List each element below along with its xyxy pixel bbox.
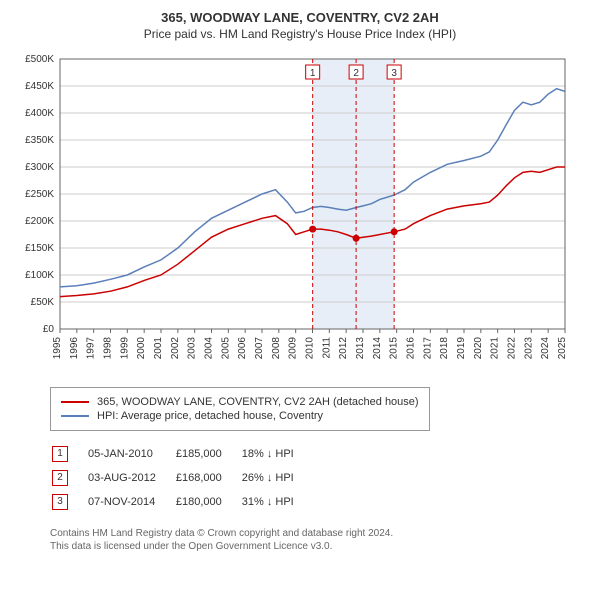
svg-text:2001: 2001 (153, 337, 164, 360)
legend-label: HPI: Average price, detached house, Cove… (97, 410, 323, 422)
legend-swatch (61, 401, 89, 403)
svg-text:2000: 2000 (136, 337, 147, 360)
sale-marker-icon: 3 (52, 494, 68, 510)
sales-row: 2 03-AUG-2012£168,00026% ↓ HPI (52, 467, 312, 489)
svg-text:2014: 2014 (372, 337, 383, 360)
sale-date: 07-NOV-2014 (88, 491, 174, 513)
svg-text:2004: 2004 (204, 337, 215, 360)
svg-text:2003: 2003 (187, 337, 198, 360)
legend: 365, WOODWAY LANE, COVENTRY, CV2 2AH (de… (50, 387, 430, 431)
svg-text:£150K: £150K (25, 243, 54, 254)
svg-text:1999: 1999 (119, 337, 130, 360)
sale-marker-icon: 1 (52, 446, 68, 462)
page-title: 365, WOODWAY LANE, COVENTRY, CV2 2AH (10, 10, 590, 25)
sale-price: £168,000 (176, 467, 240, 489)
svg-text:£200K: £200K (25, 216, 54, 227)
svg-text:2020: 2020 (473, 337, 484, 360)
svg-text:2017: 2017 (422, 337, 433, 360)
svg-text:2015: 2015 (389, 337, 400, 360)
svg-text:2002: 2002 (170, 337, 181, 360)
legend-item: HPI: Average price, detached house, Cove… (61, 410, 419, 422)
svg-text:£400K: £400K (25, 108, 54, 119)
svg-text:1: 1 (310, 68, 316, 79)
svg-text:3: 3 (391, 68, 397, 79)
attribution-footer: Contains HM Land Registry data © Crown c… (50, 527, 590, 553)
svg-text:2010: 2010 (305, 337, 316, 360)
sale-price: £180,000 (176, 491, 240, 513)
svg-text:2009: 2009 (288, 337, 299, 360)
footer-line-2: This data is licensed under the Open Gov… (50, 540, 590, 553)
svg-text:2013: 2013 (355, 337, 366, 360)
svg-text:£350K: £350K (25, 135, 54, 146)
chart-svg: £0 £50K £100K £150K £200K £250K £300K £350K £400… (10, 49, 570, 379)
sale-date: 03-AUG-2012 (88, 467, 174, 489)
sale-diff: 31% ↓ HPI (242, 491, 312, 513)
legend-item: 365, WOODWAY LANE, COVENTRY, CV2 2AH (de… (61, 396, 419, 408)
svg-text:£300K: £300K (25, 162, 54, 173)
svg-text:£250K: £250K (25, 189, 54, 200)
svg-text:2008: 2008 (271, 337, 282, 360)
svg-text:2019: 2019 (456, 337, 467, 360)
svg-text:1996: 1996 (69, 337, 80, 360)
svg-text:2021: 2021 (490, 337, 501, 360)
svg-text:£100K: £100K (25, 270, 54, 281)
sale-marker-icon: 2 (52, 470, 68, 486)
footer-line-1: Contains HM Land Registry data © Crown c… (50, 527, 590, 540)
sale-date: 05-JAN-2010 (88, 443, 174, 465)
svg-text:2012: 2012 (338, 337, 349, 360)
sales-table: 1 05-JAN-2010£185,00018% ↓ HPI 2 03-AUG-201… (50, 441, 314, 515)
svg-text:£500K: £500K (25, 54, 54, 65)
sales-row: 1 05-JAN-2010£185,00018% ↓ HPI (52, 443, 312, 465)
svg-text:1998: 1998 (103, 337, 114, 360)
svg-text:2007: 2007 (254, 337, 265, 360)
svg-text:2: 2 (353, 68, 359, 79)
svg-text:£50K: £50K (31, 297, 55, 308)
svg-text:2006: 2006 (237, 337, 248, 360)
svg-text:2024: 2024 (540, 337, 551, 360)
svg-text:2025: 2025 (557, 337, 568, 360)
svg-text:2023: 2023 (523, 337, 534, 360)
sale-diff: 18% ↓ HPI (242, 443, 312, 465)
svg-text:2016: 2016 (406, 337, 417, 360)
legend-label: 365, WOODWAY LANE, COVENTRY, CV2 2AH (de… (97, 396, 419, 408)
price-chart: £0 £50K £100K £150K £200K £250K £300K £350K £400… (10, 49, 590, 379)
svg-text:2005: 2005 (220, 337, 231, 360)
svg-text:1997: 1997 (86, 337, 97, 360)
sale-diff: 26% ↓ HPI (242, 467, 312, 489)
legend-swatch (61, 415, 89, 417)
page-subtitle: Price paid vs. HM Land Registry's House … (10, 27, 590, 41)
sales-row: 3 07-NOV-2014£180,00031% ↓ HPI (52, 491, 312, 513)
svg-text:1995: 1995 (52, 337, 63, 360)
svg-text:2022: 2022 (507, 337, 518, 360)
svg-text:2011: 2011 (321, 337, 332, 359)
svg-text:£450K: £450K (25, 81, 54, 92)
svg-text:£0: £0 (43, 324, 55, 335)
svg-text:2018: 2018 (439, 337, 450, 360)
sale-price: £185,000 (176, 443, 240, 465)
